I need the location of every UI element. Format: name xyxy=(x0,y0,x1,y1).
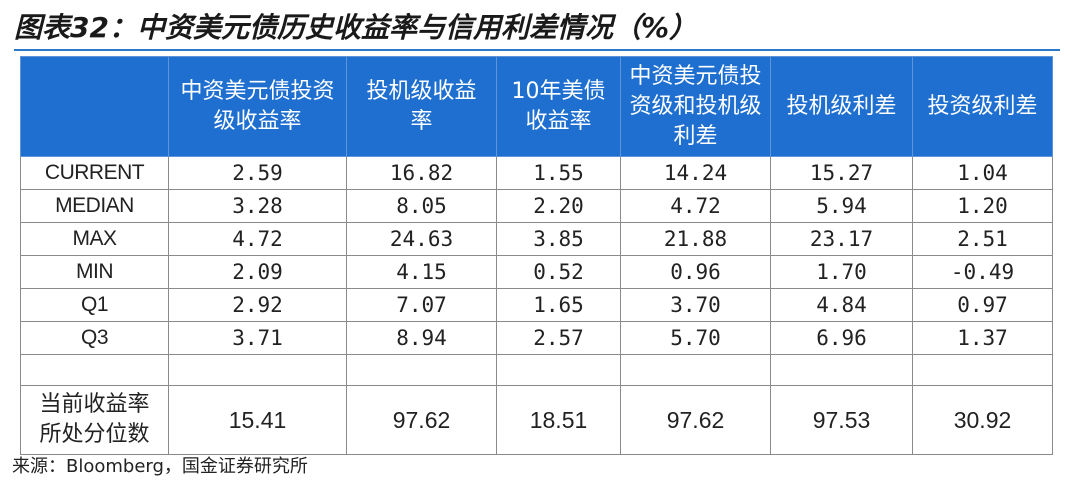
table-cell: 0.97 xyxy=(912,288,1053,322)
percentile-row-label: 当前收益率所处分位数 xyxy=(20,385,169,455)
table-cell: 4.72 xyxy=(168,222,347,256)
table-cell: 0.52 xyxy=(496,255,621,289)
table-cell: 2.59 xyxy=(168,156,347,190)
table-cell: 1.65 xyxy=(496,288,621,322)
empty-cell xyxy=(20,354,169,386)
table-cell: 2.57 xyxy=(496,321,621,355)
row-label: MEDIAN xyxy=(20,189,169,223)
table-cell: 2.51 xyxy=(912,222,1053,256)
percentile-cell: 15.41 xyxy=(168,385,347,455)
table-row: CURRENT 2.59 16.82 1.55 14.24 15.27 1.04 xyxy=(20,156,1053,190)
table-cell: 8.05 xyxy=(346,189,497,223)
table-cell: 3.85 xyxy=(496,222,621,256)
table-cell: 5.70 xyxy=(620,321,771,355)
table-cell: 15.27 xyxy=(770,156,913,190)
row-label: MIN xyxy=(20,255,169,289)
table-cell: 3.70 xyxy=(620,288,771,322)
table-cell: 0.96 xyxy=(620,255,771,289)
empty-cell xyxy=(346,354,497,386)
table-cell: 2.20 xyxy=(496,189,621,223)
empty-cell xyxy=(496,354,621,386)
table-cell: 1.55 xyxy=(496,156,621,190)
empty-cell xyxy=(168,354,347,386)
percentile-row: 当前收益率所处分位数 15.41 97.62 18.51 97.62 97.53… xyxy=(20,385,1053,455)
table-cell: 3.71 xyxy=(168,321,347,355)
header-corner-cell xyxy=(20,56,169,157)
table-cell: 6.96 xyxy=(770,321,913,355)
row-label: Q3 xyxy=(20,321,169,355)
source-note: 来源：Bloomberg，国金证券研究所 xyxy=(12,456,308,477)
percentile-cell: 30.92 xyxy=(912,385,1053,455)
table-cell: 16.82 xyxy=(346,156,497,190)
table-row: MIN 2.09 4.15 0.52 0.96 1.70 -0.49 xyxy=(20,255,1053,289)
row-label: CURRENT xyxy=(20,156,169,190)
col-header-hy-spread: 投机级利差 xyxy=(770,56,913,157)
table-cell: 23.17 xyxy=(770,222,913,256)
figure-title: 图表32：中资美元债历史收益率与信用利差情况（%） xyxy=(14,11,698,44)
table-cell: 4.84 xyxy=(770,288,913,322)
table-cell: 2.09 xyxy=(168,255,347,289)
col-header-ust10y-yield: 10年美债收益率 xyxy=(496,56,621,157)
table-cell: 3.28 xyxy=(168,189,347,223)
title-divider xyxy=(14,49,1060,51)
table-cell: 1.70 xyxy=(770,255,913,289)
table-row: MAX 4.72 24.63 3.85 21.88 23.17 2.51 xyxy=(20,222,1053,256)
percentile-cell: 97.62 xyxy=(346,385,497,455)
table-row: Q3 3.71 8.94 2.57 5.70 6.96 1.37 xyxy=(20,321,1053,355)
table-row: MEDIAN 3.28 8.05 2.20 4.72 5.94 1.20 xyxy=(20,189,1053,223)
col-header-hy-yield: 投机级收益率 xyxy=(346,56,497,157)
col-header-ig-spread: 投资级利差 xyxy=(912,56,1053,157)
table-cell: 21.88 xyxy=(620,222,771,256)
table-cell: 1.04 xyxy=(912,156,1053,190)
table-cell: 4.72 xyxy=(620,189,771,223)
table-cell: 2.92 xyxy=(168,288,347,322)
percentile-cell: 97.62 xyxy=(620,385,771,455)
table-cell: -0.49 xyxy=(912,255,1053,289)
row-label: MAX xyxy=(20,222,169,256)
table-cell: 1.20 xyxy=(912,189,1053,223)
table-cell: 24.63 xyxy=(346,222,497,256)
table-cell: 8.94 xyxy=(346,321,497,355)
percentile-cell: 97.53 xyxy=(770,385,913,455)
table-cell: 14.24 xyxy=(620,156,771,190)
yield-spread-table: 中资美元债投资级收益率 投机级收益率 10年美债收益率 中资美元债投资级和投机级… xyxy=(20,56,1053,455)
table-cell: 1.37 xyxy=(912,321,1053,355)
table-cell: 4.15 xyxy=(346,255,497,289)
col-header-ig-yield: 中资美元债投资级收益率 xyxy=(168,56,347,157)
percentile-cell: 18.51 xyxy=(496,385,621,455)
table-row: Q1 2.92 7.07 1.65 3.70 4.84 0.97 xyxy=(20,288,1053,322)
table-cell: 5.94 xyxy=(770,189,913,223)
empty-row xyxy=(20,354,1053,386)
header-row: 中资美元债投资级收益率 投机级收益率 10年美债收益率 中资美元债投资级和投机级… xyxy=(20,56,1053,157)
empty-cell xyxy=(620,354,771,386)
empty-cell xyxy=(912,354,1053,386)
table-cell: 7.07 xyxy=(346,288,497,322)
col-header-ig-hy-spread: 中资美元债投资级和投机级利差 xyxy=(620,56,771,157)
row-label: Q1 xyxy=(20,288,169,322)
empty-cell xyxy=(770,354,913,386)
